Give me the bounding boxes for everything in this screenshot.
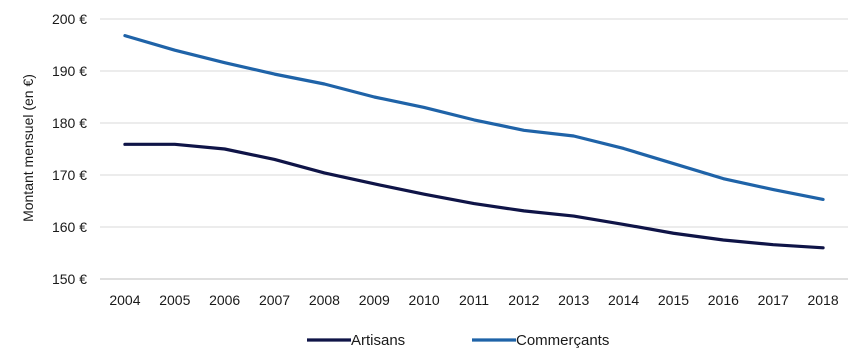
data-point — [523, 210, 525, 212]
data-point — [573, 135, 575, 137]
data-point — [622, 147, 624, 149]
x-tick-label: 2004 — [109, 292, 140, 308]
data-point — [373, 96, 375, 98]
data-point — [473, 202, 475, 204]
data-point — [622, 223, 624, 225]
y-axis-title: Montant mensuel (en €) — [20, 74, 36, 222]
legend: Artisans Commerçants — [307, 332, 609, 349]
data-point — [273, 158, 275, 160]
y-tick-label: 190 € — [52, 63, 87, 79]
x-axis-ticks: 2004 2005 2006 2007 2008 2009 2010 2011 2012 2013… — [109, 292, 838, 308]
series-1 — [123, 142, 825, 250]
y-axis-ticks: 150 € 160 € 170 € 180 € 190 € 200 € — [52, 11, 87, 287]
data-point — [273, 73, 275, 75]
y-tick-label: 150 € — [52, 271, 87, 287]
data-point — [373, 183, 375, 185]
x-tick-label: 2013 — [558, 292, 589, 308]
legend-label: Commerçants — [516, 332, 609, 349]
x-tick-label: 2018 — [807, 292, 838, 308]
series-lines — [123, 34, 825, 250]
x-tick-label: 2009 — [359, 292, 390, 308]
y-tick-label: 200 € — [52, 11, 87, 27]
y-tick-label: 170 € — [52, 167, 87, 183]
x-tick-label: 2005 — [159, 292, 190, 308]
data-point — [523, 129, 525, 131]
legend-item: Commerçants — [472, 332, 609, 349]
data-point — [722, 177, 724, 179]
data-point — [124, 143, 126, 145]
data-point — [423, 193, 425, 195]
x-tick-label: 2006 — [209, 292, 240, 308]
data-point — [473, 119, 475, 121]
x-tick-label: 2010 — [409, 292, 440, 308]
x-tick-label: 2008 — [309, 292, 340, 308]
x-tick-label: 2016 — [708, 292, 739, 308]
series-2 — [123, 34, 825, 202]
series-line — [123, 142, 825, 250]
data-point — [223, 61, 225, 63]
x-tick-label: 2007 — [259, 292, 290, 308]
data-point — [323, 172, 325, 174]
data-point — [672, 232, 674, 234]
data-point — [223, 148, 225, 150]
data-point — [174, 143, 176, 145]
y-tick-label: 180 € — [52, 115, 87, 131]
data-point — [722, 239, 724, 241]
x-tick-label: 2017 — [758, 292, 789, 308]
x-tick-label: 2012 — [508, 292, 539, 308]
data-point — [423, 106, 425, 108]
data-point — [772, 188, 774, 190]
data-point — [822, 198, 824, 200]
legend-label: Artisans — [351, 332, 405, 349]
data-point — [323, 83, 325, 85]
data-point — [672, 162, 674, 164]
y-tick-label: 160 € — [52, 219, 87, 235]
data-point — [573, 215, 575, 217]
data-point — [174, 49, 176, 51]
x-tick-label: 2014 — [608, 292, 639, 308]
series-line — [123, 34, 825, 202]
legend-item: Artisans — [307, 332, 405, 349]
data-point — [822, 247, 824, 249]
data-point — [772, 243, 774, 245]
gridlines — [100, 18, 848, 280]
x-tick-label: 2015 — [658, 292, 689, 308]
x-tick-label: 2011 — [459, 292, 489, 308]
data-point — [124, 34, 126, 36]
